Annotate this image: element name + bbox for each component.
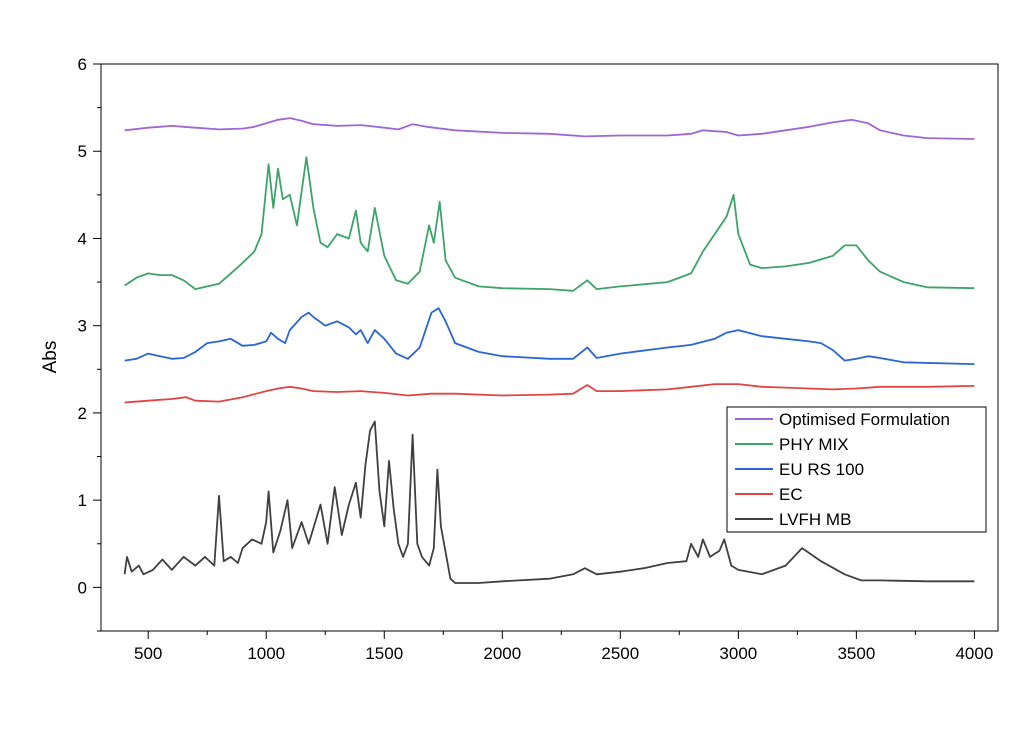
- legend: Optimised Formulation PHY MIX EU RS 100 EC L…: [726, 406, 987, 533]
- x-tick-label: 3000: [719, 644, 757, 663]
- y-tick-label: 3: [78, 317, 87, 336]
- legend-label-eu-rs-100: EU RS 100: [779, 460, 864, 479]
- series-lines: [123, 117, 975, 584]
- series-line-ec: [124, 383, 975, 404]
- x-tick-label: 500: [134, 644, 162, 663]
- series-line-optimised-formulation: [124, 117, 975, 140]
- x-tick-label: 1000: [247, 644, 285, 663]
- legend-label-lvfh-mb: LVFH MB: [779, 510, 851, 529]
- x-tick-label: 4000: [955, 644, 993, 663]
- x-tick-label: 2500: [601, 644, 639, 663]
- x-axis-ticks: 500 1000 1500 2000 2500 3000 3500 4000: [134, 631, 993, 663]
- legend-label-phy-mix: PHY MIX: [779, 435, 849, 454]
- y-tick-label: 5: [78, 142, 87, 161]
- plot-frame: [100, 63, 999, 632]
- legend-label-optimised-formulation: Optimised Formulation: [779, 410, 950, 429]
- x-tick-label: 3500: [837, 644, 875, 663]
- y-tick-label: 6: [78, 55, 87, 74]
- y-tick-label: 4: [78, 229, 87, 248]
- y-tick-label: 0: [78, 578, 87, 597]
- series-line-eu-rs-100: [124, 307, 975, 365]
- y-axis-ticks: 0 1 2 3 4 5 6: [78, 55, 101, 632]
- y-tick-label: 1: [78, 491, 87, 510]
- y-axis-title: Abs: [40, 341, 61, 374]
- x-tick-label: 1500: [365, 644, 403, 663]
- series-line-lvfh-mb: [123, 420, 975, 584]
- legend-label-ec: EC: [779, 485, 803, 504]
- series-line-phy-mix: [124, 156, 975, 292]
- y-tick-label: 2: [78, 404, 87, 423]
- x-tick-label: 2000: [483, 644, 521, 663]
